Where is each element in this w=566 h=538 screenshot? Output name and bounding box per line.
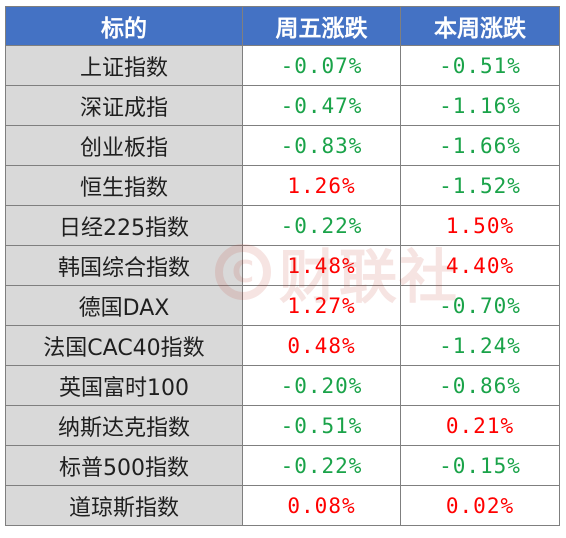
table-row: 恒生指数 1.26% -1.52% <box>5 165 560 206</box>
instrument-name: 上证指数 <box>5 45 243 86</box>
friday-change: -0.22% <box>242 205 401 246</box>
week-change: -0.15% <box>400 445 560 486</box>
friday-change: -0.22% <box>242 445 401 486</box>
week-change: -0.86% <box>400 365 560 406</box>
friday-change: -0.47% <box>242 85 401 126</box>
table-row: 英国富时100 -0.20% -0.86% <box>5 365 560 406</box>
instrument-name: 标普500指数 <box>5 445 243 486</box>
instrument-name: 深证成指 <box>5 85 243 126</box>
instrument-name: 道琼斯指数 <box>5 485 243 526</box>
instrument-name: 德国DAX <box>5 285 243 326</box>
week-change: 1.50% <box>400 205 560 246</box>
table-row: 德国DAX 1.27% -0.70% <box>5 285 560 326</box>
instrument-name: 创业板指 <box>5 125 243 166</box>
friday-change: -0.51% <box>242 405 401 446</box>
market-table-container: 标的 周五涨跌 本周涨跌 上证指数 -0.07% -0.51% 深证成指 -0.… <box>5 6 560 526</box>
friday-change: 1.26% <box>242 165 401 206</box>
week-change: 0.21% <box>400 405 560 446</box>
friday-change: -0.07% <box>242 45 401 86</box>
table-row: 韩国综合指数 1.48% 4.40% <box>5 245 560 286</box>
instrument-name: 纳斯达克指数 <box>5 405 243 446</box>
week-change: 4.40% <box>400 245 560 286</box>
table-row: 深证成指 -0.47% -1.16% <box>5 85 560 126</box>
table-body: 上证指数 -0.07% -0.51% 深证成指 -0.47% -1.16% 创业… <box>5 45 560 526</box>
table-row: 纳斯达克指数 -0.51% 0.21% <box>5 405 560 446</box>
header-row: 标的 周五涨跌 本周涨跌 <box>5 6 560 46</box>
table-row: 创业板指 -0.83% -1.66% <box>5 125 560 166</box>
week-change: -0.51% <box>400 45 560 86</box>
instrument-name: 韩国综合指数 <box>5 245 243 286</box>
friday-change: 1.27% <box>242 285 401 326</box>
instrument-name: 英国富时100 <box>5 365 243 406</box>
instrument-name: 恒生指数 <box>5 165 243 206</box>
friday-change: 1.48% <box>242 245 401 286</box>
instrument-name: 日经225指数 <box>5 205 243 246</box>
table-row: 法国CAC40指数 0.48% -1.24% <box>5 325 560 366</box>
friday-change: 0.08% <box>242 485 401 526</box>
table-row: 上证指数 -0.07% -0.51% <box>5 45 560 86</box>
table-row: 日经225指数 -0.22% 1.50% <box>5 205 560 246</box>
header-week-change: 本周涨跌 <box>400 6 560 46</box>
friday-change: -0.20% <box>242 365 401 406</box>
header-friday-change: 周五涨跌 <box>242 6 401 46</box>
market-change-table: 标的 周五涨跌 本周涨跌 上证指数 -0.07% -0.51% 深证成指 -0.… <box>5 6 560 526</box>
week-change: -0.70% <box>400 285 560 326</box>
week-change: -1.16% <box>400 85 560 126</box>
friday-change: 0.48% <box>242 325 401 366</box>
instrument-name: 法国CAC40指数 <box>5 325 243 366</box>
week-change: 0.02% <box>400 485 560 526</box>
table-row: 标普500指数 -0.22% -0.15% <box>5 445 560 486</box>
week-change: -1.24% <box>400 325 560 366</box>
header-instrument: 标的 <box>5 6 243 46</box>
week-change: -1.52% <box>400 165 560 206</box>
week-change: -1.66% <box>400 125 560 166</box>
friday-change: -0.83% <box>242 125 401 166</box>
table-row: 道琼斯指数 0.08% 0.02% <box>5 485 560 526</box>
